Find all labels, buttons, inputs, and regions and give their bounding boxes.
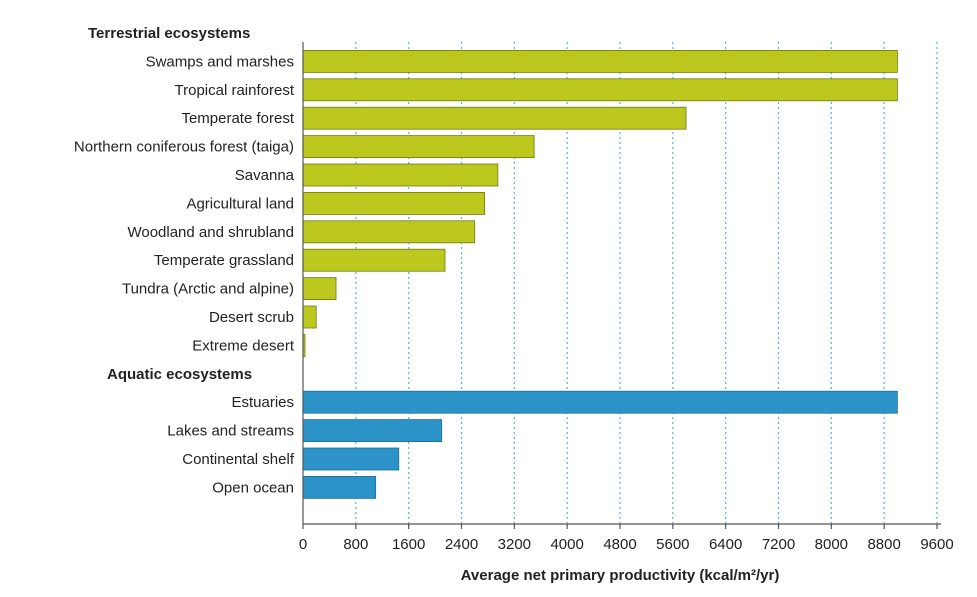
- bars: [302, 50, 898, 499]
- category-label: Woodland and shrubland: [127, 224, 294, 241]
- x-tick-label: 5600: [656, 536, 689, 553]
- x-tick-label: 800: [343, 536, 368, 553]
- category-label: Tundra (Arctic and alpine): [122, 281, 294, 298]
- category-label: Extreme desert: [192, 337, 295, 354]
- bar: [302, 163, 499, 187]
- category-label: Lakes and streams: [167, 423, 294, 440]
- category-label: Temperate grassland: [154, 252, 294, 269]
- category-labels: Terrestrial ecosystems Swamps and marshes…: [74, 25, 295, 496]
- bar: [302, 248, 446, 272]
- bar: [302, 475, 377, 499]
- category-label: Agricultural land: [186, 195, 294, 212]
- bar: [302, 447, 400, 471]
- bar: [302, 50, 898, 73]
- x-tick-label: 7200: [762, 536, 795, 553]
- bar: [302, 305, 317, 329]
- group-header-1: Aquatic ecosystems: [107, 366, 252, 383]
- category-label: Estuaries: [231, 394, 294, 411]
- x-tick-label: 8800: [867, 536, 900, 553]
- category-label: Savanna: [235, 167, 295, 184]
- bar: [302, 191, 486, 215]
- x-tick-label: 2400: [445, 536, 478, 553]
- bar: [302, 135, 535, 159]
- category-label: Continental shelf: [182, 451, 295, 468]
- x-tick-labels: 0 800 1600 2400 3200 4000 4800 5600 6400 7200 8000…: [299, 524, 954, 553]
- group-header-0: Terrestrial ecosystems: [88, 25, 250, 42]
- x-axis-title: Average net primary productivity (kcal/m…: [461, 567, 780, 584]
- x-tick-label: 6400: [709, 536, 742, 553]
- bar: [302, 78, 898, 102]
- x-tick-label: 4800: [603, 536, 636, 553]
- x-tick-label: 8000: [815, 536, 848, 553]
- bar: [302, 277, 337, 301]
- bar: [302, 106, 687, 130]
- x-tick-label: 0: [299, 536, 307, 553]
- x-tick-label: 9600: [920, 536, 953, 553]
- category-label: Open ocean: [212, 479, 294, 496]
- bar: [302, 220, 476, 244]
- category-label: Tropical rainforest: [175, 82, 295, 99]
- x-tick-label: 3200: [498, 536, 531, 553]
- bar: [302, 390, 898, 414]
- category-label: Northern coniferous forest (taiga): [74, 139, 294, 156]
- bar: [302, 419, 443, 443]
- category-label: Swamps and marshes: [146, 53, 294, 70]
- x-tick-label: 4000: [550, 536, 583, 553]
- x-tick-label: 1600: [392, 536, 425, 553]
- category-label: Temperate forest: [181, 110, 294, 127]
- category-label: Desert scrub: [209, 309, 294, 326]
